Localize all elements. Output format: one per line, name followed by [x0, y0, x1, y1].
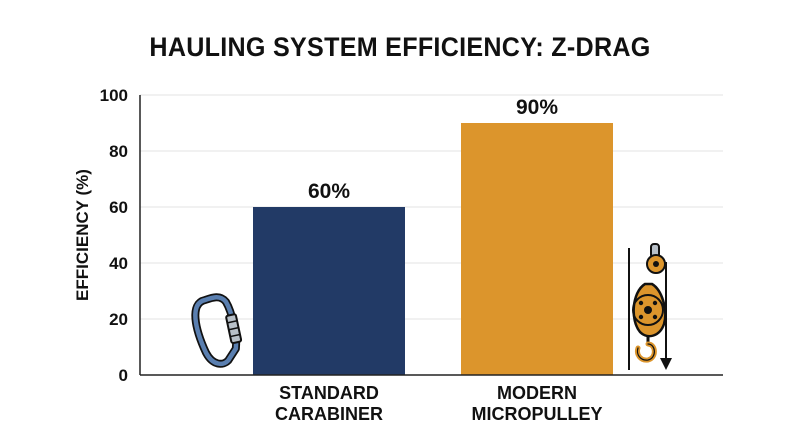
pulley-icon — [628, 243, 672, 370]
chart-title: HAULING SYSTEM EFFICIENCY: Z-DRAG — [149, 32, 651, 62]
data-label: 60% — [308, 180, 350, 203]
y-tick-label: 40 — [109, 254, 128, 273]
x-tick-label: CARABINER — [275, 404, 383, 424]
axes — [139, 95, 723, 376]
gridlines — [140, 94, 723, 320]
carabiner-icon — [191, 293, 243, 368]
bar-1 — [253, 207, 405, 375]
bar-2 — [461, 123, 613, 375]
y-tick-label: 100 — [100, 86, 128, 105]
y-tick-label: 20 — [109, 310, 128, 329]
x-tick-label: MODERN — [497, 383, 577, 403]
x-tick-label: MICROPULLEY — [471, 404, 602, 424]
y-tick-label: 80 — [109, 142, 128, 161]
y-tick-label: 0 — [119, 366, 128, 385]
y-tick-label: 60 — [109, 198, 128, 217]
data-label: 90% — [516, 96, 558, 119]
bars — [253, 123, 613, 375]
y-axis-label: EFFICIENCY (%) — [73, 169, 92, 301]
data-labels: 60% 90% — [308, 96, 558, 203]
y-tick-labels: 0 20 40 60 80 100 — [100, 86, 128, 385]
x-tick-label: STANDARD — [279, 383, 379, 403]
